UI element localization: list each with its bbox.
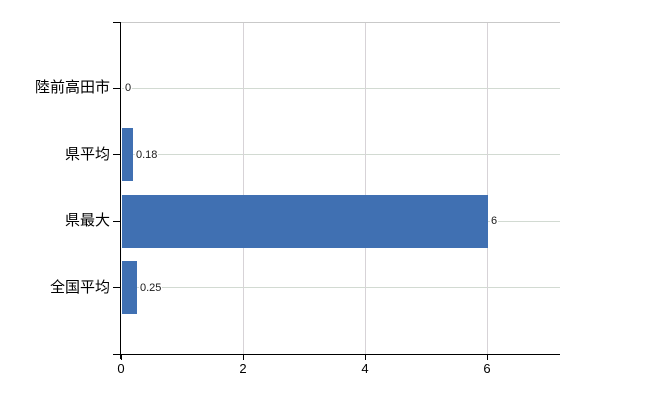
y-axis-tick — [113, 220, 120, 222]
plot-area — [121, 22, 560, 354]
gridline-horizontal — [122, 287, 560, 289]
x-axis-tick — [121, 355, 122, 360]
x-tick-label: 4 — [361, 361, 369, 376]
y-axis-tick — [113, 154, 120, 156]
bar-value-label: 6 — [490, 214, 499, 228]
x-axis-tick — [243, 355, 244, 360]
gridline-horizontal — [122, 87, 560, 89]
bar — [122, 128, 133, 181]
bar-value-label: 0 — [124, 81, 133, 95]
x-axis-tick — [487, 355, 488, 360]
x-tick-label: 2 — [239, 361, 247, 376]
y-axis-top-tick — [113, 22, 121, 23]
gridline-vertical — [487, 23, 488, 354]
bar-value-label: 0.18 — [135, 148, 159, 162]
category-label: 県最大 — [64, 212, 110, 229]
category-label: 全国平均 — [49, 279, 110, 296]
y-axis-tick — [113, 87, 120, 89]
y-axis-tick — [113, 287, 120, 289]
category-label: 県平均 — [64, 146, 110, 163]
bar — [122, 261, 137, 314]
gridline-vertical — [365, 23, 366, 354]
y-axis-line — [120, 22, 121, 359]
x-tick-label: 6 — [483, 361, 491, 376]
x-axis-tick — [365, 355, 366, 360]
gridline-vertical — [243, 23, 244, 354]
bar — [122, 195, 488, 248]
category-label: 陸前高田市 — [34, 79, 110, 96]
bar-value-label: 0.25 — [139, 281, 163, 295]
gridline-horizontal — [122, 154, 560, 156]
x-axis-line — [113, 354, 560, 355]
x-tick-label: 0 — [117, 361, 125, 376]
